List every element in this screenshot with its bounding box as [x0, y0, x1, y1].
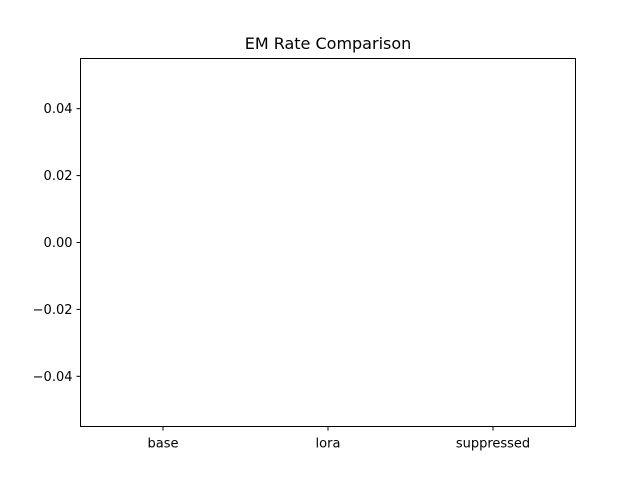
x-tick-label: lora	[316, 437, 341, 452]
y-tick-label: 0.00	[44, 236, 73, 251]
x-tick-label: base	[148, 437, 179, 452]
y-tick-label: −0.02	[33, 303, 73, 318]
chart-title: EM Rate Comparison	[245, 34, 412, 53]
y-tick-label: 0.02	[44, 169, 73, 184]
plot-area-frame	[80, 58, 576, 427]
y-tick-label: 0.04	[44, 102, 73, 117]
x-tick-label: suppressed	[456, 437, 530, 452]
y-tick-label: −0.04	[33, 370, 73, 385]
x-axis: base lora suppressed	[148, 426, 530, 452]
y-axis: −0.04 −0.02 0.00 0.02 0.04	[33, 102, 81, 385]
